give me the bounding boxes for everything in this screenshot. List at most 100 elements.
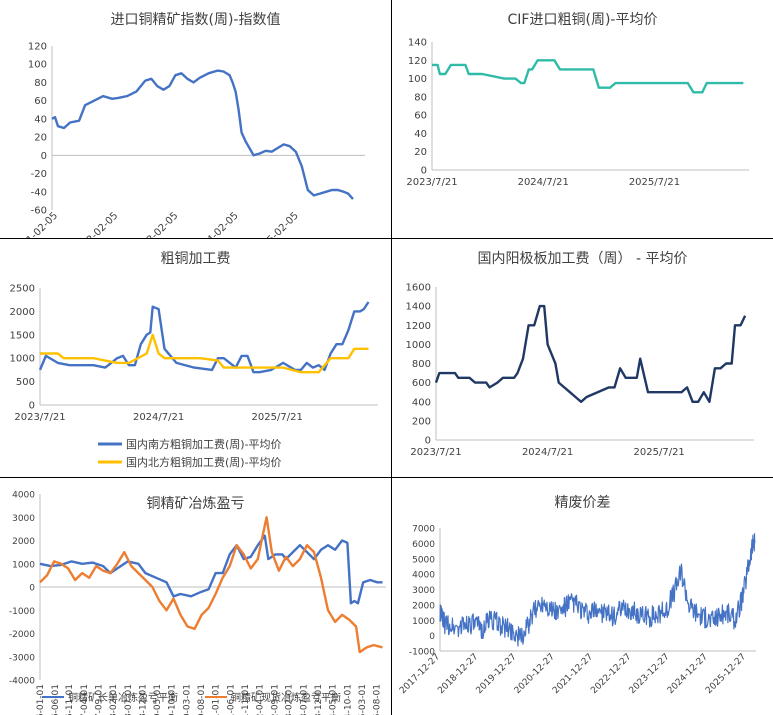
y-tick-label: 60	[34, 96, 47, 107]
y-tick-label: 1600	[406, 283, 431, 294]
y-tick-label: 3000	[12, 514, 35, 524]
x-tick-label: 2017-04-01	[80, 684, 90, 715]
x-tick-label: 2025-03-01	[358, 684, 368, 715]
y-tick-label: 5000	[412, 555, 435, 565]
x-tick-label: 2020-08-01	[197, 684, 207, 715]
x-tick-label: 2022-04-01	[256, 684, 266, 715]
chart-title: 精废价差	[555, 495, 611, 511]
y-tick-label: 600	[412, 378, 431, 389]
y-tick-label: 100	[408, 74, 427, 85]
y-tick-label: 0	[429, 632, 435, 642]
horizontal-divider-bottom	[0, 477, 773, 478]
x-tick-label: 2022-09-01	[270, 684, 280, 715]
y-tick-label: 7000	[412, 525, 435, 535]
x-tick-label: 2024-02-05	[192, 210, 241, 238]
y-tick-label: 1500	[10, 330, 35, 341]
x-tick-label: 2016-11-01	[65, 684, 75, 715]
x-tick-label: 2016-01-01	[36, 684, 46, 715]
y-tick-label: 120	[28, 42, 47, 53]
x-tick-label: 2025-02-05	[252, 210, 301, 238]
y-tick-label: 4000	[12, 491, 35, 501]
legend-label: 铜精矿长单冶炼盈亏平衡	[68, 691, 178, 704]
y-tick-label: 500	[16, 377, 35, 388]
x-tick-label: 2018-12-01	[139, 684, 149, 715]
y-tick-label: 0	[41, 151, 47, 162]
y-tick-label: 80	[34, 78, 47, 89]
x-tick-label: 2021-11-01	[241, 684, 251, 715]
x-tick-label: 2017-09-01	[95, 684, 105, 715]
series-line-1	[39, 534, 383, 605]
y-tick-label: 0	[425, 436, 431, 447]
series-line-1	[432, 59, 744, 94]
x-tick-label: 2023/7/21	[14, 412, 65, 423]
chart-refined-scrap-spread: 精废价差 -1000 0 1000 2000 3000 4000 5000 6000 7000 20…	[398, 495, 756, 696]
y-tick-label: 120	[408, 56, 427, 67]
x-tick-label: 2018-02-01	[109, 684, 119, 715]
y-tick-label: 0	[29, 401, 35, 412]
x-tick-label: 2023-02-01	[285, 684, 295, 715]
y-tick-label: 1000	[406, 340, 431, 351]
y-tick-label: 6000	[412, 540, 435, 550]
x-tick-label: 2024-10-01	[343, 684, 353, 715]
y-tick-label: -60	[31, 206, 47, 217]
chart-copper-concentrate-index: 进口铜精矿指数(周)-指数值 -60 -40 -20 0 20 40 60 80 100 120 20…	[11, 12, 365, 238]
y-tick-label: -20	[31, 169, 47, 180]
y-tick-label: -1000	[409, 648, 435, 658]
y-tick-label: 80	[414, 92, 427, 103]
series-line-1	[434, 304, 747, 404]
y-tick-label: 2000	[412, 601, 435, 611]
x-tick-label: 2025-08-01	[373, 684, 383, 715]
y-tick-label: 400	[412, 397, 431, 408]
x-tick-label: 2025/7/21	[252, 412, 303, 423]
x-tick-label: 2024/7/21	[522, 447, 573, 458]
y-tick-label: 2500	[10, 284, 35, 295]
chart-title: 进口铜精矿指数(周)-指数值	[111, 12, 281, 28]
x-tick-label: 2023/7/21	[410, 447, 461, 458]
y-tick-label: 60	[414, 111, 427, 122]
y-tick-label: -3000	[9, 653, 35, 663]
chart-title: CIF进口粗铜(周)-平均价	[508, 12, 658, 28]
y-tick-label: -1000	[9, 607, 35, 617]
x-tick-label: 2024-05-01	[329, 684, 339, 715]
chart-concentrate-smelting-profit: 铜精矿冶炼盈亏 -4000 -3000 -2000 -1000 0 1000 2000 3000…	[9, 491, 386, 715]
legend-label: 国内北方粗铜加工费(周)-平均价	[126, 455, 282, 469]
series-line-1	[51, 69, 354, 200]
chart-cif-blister-copper-price: CIF进口粗铜(周)-平均价 0 20 40 60 80 100 120 140 2023/7/2…	[406, 12, 749, 188]
x-tick-label: 2024/7/21	[133, 412, 184, 423]
y-tick-label: 100	[28, 60, 47, 71]
vertical-divider	[391, 0, 392, 715]
x-tick-label: 2022-02-05	[71, 210, 120, 238]
x-tick-label: 2023-07-01	[299, 684, 309, 715]
legend-label: 国内南方粗铜加工费(周)-平均价	[126, 437, 282, 451]
y-tick-label: 800	[412, 359, 431, 370]
series-line-2	[39, 516, 383, 654]
x-tick-label: 2016-06-01	[51, 684, 61, 715]
y-tick-label: 1000	[10, 354, 35, 365]
x-tick-label: 2021-01-01	[212, 684, 222, 715]
y-tick-label: 2000	[10, 307, 35, 318]
x-tick-label: 2023-12-01	[314, 684, 324, 715]
x-tick-label: 2020-03-01	[182, 684, 192, 715]
series-line-1	[439, 533, 756, 647]
chart-anode-plate-processing-fee: 国内阳极板加工费（周） - 平均价 0 200 400 600 800 1000 1200 14…	[406, 251, 754, 458]
chart-title: 粗铜加工费	[161, 251, 231, 267]
y-tick-label: 1000	[412, 617, 435, 627]
y-tick-label: 1400	[406, 302, 431, 313]
chart-blister-copper-processing-fee: 粗铜加工费 0 500 1000 1500 2000 2500 2023/7/21 2024/7…	[10, 251, 378, 469]
x-tick-label: 2025-12-27	[704, 652, 748, 696]
y-tick-label: 140	[408, 38, 427, 49]
legend-label: 铜精矿现货冶炼盈亏平衡	[231, 691, 341, 704]
y-tick-label: 0	[29, 584, 35, 594]
y-tick-label: 20	[34, 133, 47, 144]
chart-title: 国内阳极板加工费（周） - 平均价	[478, 251, 688, 267]
x-tick-label: 2025/7/21	[629, 177, 680, 188]
y-tick-label: -2000	[9, 630, 35, 640]
x-tick-label: 2023/7/21	[406, 177, 457, 188]
y-tick-label: -4000	[9, 677, 35, 687]
chart-title: 铜精矿冶炼盈亏	[147, 496, 245, 512]
x-tick-label: 2024/7/21	[518, 177, 569, 188]
y-tick-label: -40	[31, 187, 47, 198]
x-tick-label: 2021-06-01	[226, 684, 236, 715]
y-tick-label: 40	[34, 114, 47, 125]
